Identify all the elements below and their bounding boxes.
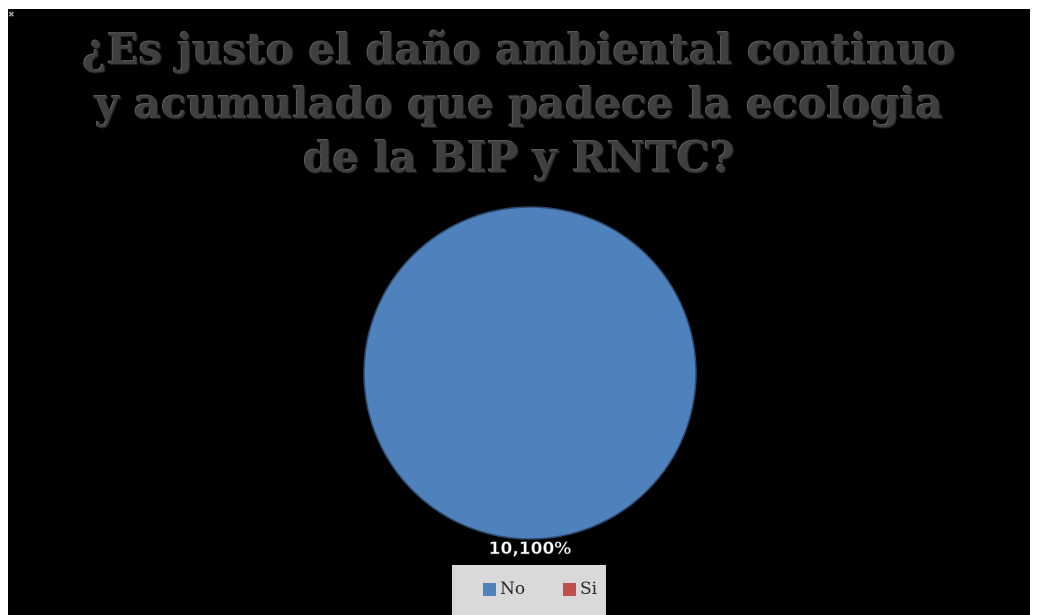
pie-slice-no xyxy=(363,206,697,540)
chart-title: ¿Es justo el daño ambiental continuo y a… xyxy=(8,23,1030,185)
legend-label: No xyxy=(500,579,526,599)
pie-chart: 10,100% xyxy=(363,206,697,559)
legend-label: Si xyxy=(580,579,598,599)
legend-swatch xyxy=(483,582,496,596)
corner-mark-icon: ✖ xyxy=(8,10,15,19)
chart-frame: ✖ ¿Es justo el daño ambiental continuo y… xyxy=(8,9,1030,615)
chart-title-line: y acumulado que padece la ecologia xyxy=(95,79,943,128)
chart-title-line: de la BIP y RNTC? xyxy=(303,133,735,182)
legend-swatch xyxy=(563,582,576,596)
chart-title-line: ¿Es justo el daño ambiental continuo xyxy=(82,25,956,74)
chart-legend: No Si xyxy=(452,565,606,615)
legend-entry: Si xyxy=(563,579,597,599)
pie-data-label: 10,100% xyxy=(489,539,572,559)
legend-entry: No xyxy=(483,579,525,599)
